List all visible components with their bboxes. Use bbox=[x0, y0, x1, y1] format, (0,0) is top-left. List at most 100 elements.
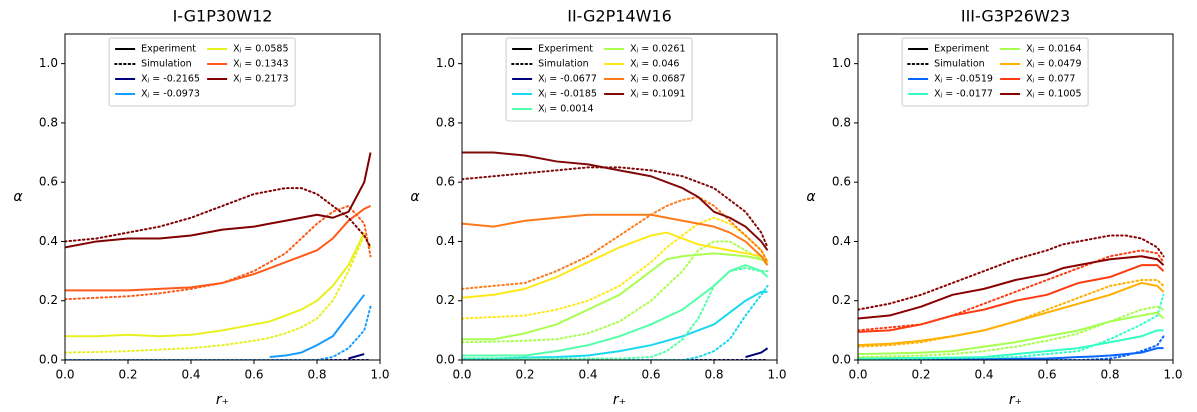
experiment-line bbox=[745, 347, 769, 359]
x-tick-label: 0.0 bbox=[452, 368, 471, 382]
simulation-line bbox=[858, 305, 1165, 359]
legend-label: Xⱼ = 0.077 bbox=[1026, 74, 1075, 85]
legend-label: Xⱼ = -0.0973 bbox=[141, 89, 200, 100]
y-tick-label: 1.0 bbox=[436, 56, 455, 70]
experiment-line bbox=[462, 290, 768, 360]
y-tick-label: 0.0 bbox=[39, 353, 58, 367]
legend: Experiment Simulation Xⱼ = -0.0677 Xⱼ = -0.… bbox=[505, 37, 693, 122]
simulation-line bbox=[65, 204, 372, 301]
legend-label: Xⱼ = -0.0677 bbox=[538, 74, 597, 85]
simulation-line bbox=[462, 284, 769, 360]
legend-label: Simulation bbox=[141, 59, 192, 70]
y-tick-label: 0.4 bbox=[832, 234, 851, 248]
simulation-line bbox=[65, 305, 372, 360]
legend-label: Experiment bbox=[934, 44, 989, 55]
x-axis-label: r₊ bbox=[216, 392, 229, 408]
y-tick-label: 0.8 bbox=[436, 115, 455, 129]
y-tick-label: 0.8 bbox=[832, 115, 851, 129]
experiment-line bbox=[462, 213, 769, 266]
panel: III-G3P26W23 r₊ α 0.0 0.2 0.4 0.6 0.8 1.0 0.0 0.2 0… bbox=[806, 7, 1182, 409]
legend-label: Xⱼ = 0.0014 bbox=[538, 104, 593, 115]
plot-area bbox=[65, 152, 372, 360]
legend-label: Xⱼ = -0.0185 bbox=[538, 89, 597, 100]
legend-label: Xⱼ = 0.046 bbox=[630, 59, 679, 70]
legend-label: Xⱼ = 0.0164 bbox=[1026, 44, 1081, 55]
experiment-line bbox=[462, 231, 769, 299]
experiment-line bbox=[269, 294, 366, 359]
simulation-line bbox=[462, 240, 769, 344]
panel: I-G1P30W12 r₊ α 0.0 0.2 0.4 0.6 0.8 1.0 0.0 0.2 0.4… bbox=[13, 7, 389, 409]
x-tick-label: 0.6 bbox=[1037, 368, 1056, 382]
y-tick-label: 0.2 bbox=[39, 293, 58, 307]
simulation-line bbox=[65, 234, 372, 354]
simulation-line bbox=[462, 196, 769, 290]
simulation-line bbox=[858, 335, 1165, 360]
y-axis-label: α bbox=[13, 189, 23, 205]
simulation-line bbox=[858, 293, 1165, 360]
legend-frame bbox=[505, 37, 693, 122]
simulation-line bbox=[858, 249, 1165, 332]
legend-label: Xⱼ = 0.0585 bbox=[233, 44, 288, 55]
legend-label: Xⱼ = 0.1091 bbox=[630, 89, 685, 100]
experiment-line bbox=[858, 281, 1165, 347]
legend-label: Xⱼ = 0.0687 bbox=[630, 74, 685, 85]
y-tick-label: 0.6 bbox=[832, 175, 851, 189]
x-tick-label: 0.4 bbox=[181, 368, 200, 382]
legend-label: Experiment bbox=[141, 44, 196, 55]
x-tick-label: 0.2 bbox=[515, 368, 534, 382]
axes-frame bbox=[461, 33, 778, 361]
x-tick-label: 1.0 bbox=[767, 368, 786, 382]
x-tick-label: 0.4 bbox=[578, 368, 597, 382]
x-tick-label: 0.0 bbox=[848, 368, 867, 382]
legend-label: Xⱼ = -0.0519 bbox=[934, 74, 993, 85]
y-tick-label: 1.0 bbox=[39, 56, 58, 70]
simulation-line bbox=[462, 267, 769, 360]
y-tick-label: 0.4 bbox=[39, 234, 58, 248]
legend-label: Simulation bbox=[538, 59, 589, 70]
y-tick-label: 0.0 bbox=[832, 353, 851, 367]
simulation-line bbox=[858, 234, 1165, 311]
legend-frame bbox=[901, 37, 1089, 107]
simulation-line bbox=[462, 166, 769, 249]
legend-label: Xⱼ = 0.0261 bbox=[630, 44, 685, 55]
panel-title: III-G3P26W23 bbox=[961, 7, 1070, 26]
y-tick-label: 0.2 bbox=[436, 293, 455, 307]
legend-label: Xⱼ = 0.1343 bbox=[233, 59, 288, 70]
x-tick-label: 0.0 bbox=[55, 368, 74, 382]
experiment-line bbox=[462, 252, 768, 341]
experiment-line bbox=[348, 353, 365, 360]
x-tick-label: 0.8 bbox=[307, 368, 326, 382]
panel-title: II-G2P14W16 bbox=[567, 7, 672, 26]
y-tick-label: 0.2 bbox=[832, 293, 851, 307]
legend-label: Experiment bbox=[538, 44, 593, 55]
legend-label: Xⱼ = 0.2173 bbox=[233, 74, 288, 85]
x-tick-label: 0.2 bbox=[911, 368, 930, 382]
y-tick-label: 1.0 bbox=[832, 56, 851, 70]
y-tick-label: 0.6 bbox=[436, 175, 455, 189]
x-tick-label: 0.6 bbox=[641, 368, 660, 382]
legend-label: Xⱼ = 0.1005 bbox=[1026, 89, 1081, 100]
y-axis-label: α bbox=[806, 189, 816, 205]
axes-frame bbox=[857, 33, 1174, 361]
legend-label: Xⱼ = -0.2165 bbox=[141, 74, 200, 85]
experiment-line bbox=[858, 311, 1165, 356]
y-tick-label: 0.0 bbox=[436, 353, 455, 367]
legend-label: Simulation bbox=[934, 59, 985, 70]
legend: Experiment Simulation Xⱼ = -0.2165 Xⱼ = -0.… bbox=[108, 37, 296, 107]
y-tick-label: 0.8 bbox=[39, 115, 58, 129]
x-axis-label: r₊ bbox=[1009, 392, 1022, 408]
y-tick-label: 0.6 bbox=[39, 175, 58, 189]
x-tick-label: 0.6 bbox=[244, 368, 263, 382]
x-tick-label: 0.8 bbox=[704, 368, 723, 382]
panel: II-G2P14W16 r₊ α 0.0 0.2 0.4 0.6 0.8 1.0 0.0 0.2 0.… bbox=[410, 7, 786, 409]
legend-frame bbox=[108, 37, 296, 107]
legend: Experiment Simulation Xⱼ = -0.0519 Xⱼ = -0.… bbox=[901, 37, 1089, 107]
y-tick-label: 0.4 bbox=[436, 234, 455, 248]
experiment-line bbox=[65, 204, 371, 292]
axes-frame bbox=[64, 33, 381, 361]
x-tick-label: 0.4 bbox=[974, 368, 993, 382]
plot-area bbox=[858, 234, 1165, 360]
y-axis-label: α bbox=[410, 189, 420, 205]
experiment-line bbox=[65, 232, 366, 338]
x-tick-label: 0.8 bbox=[1100, 368, 1119, 382]
